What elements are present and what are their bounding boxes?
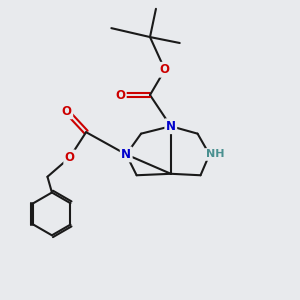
Text: N: N	[121, 148, 131, 161]
Text: O: O	[160, 63, 170, 76]
Text: O: O	[115, 88, 125, 101]
Text: O: O	[62, 105, 72, 118]
Text: O: O	[65, 151, 75, 164]
Text: NH: NH	[206, 149, 224, 160]
Text: N: N	[166, 120, 176, 133]
